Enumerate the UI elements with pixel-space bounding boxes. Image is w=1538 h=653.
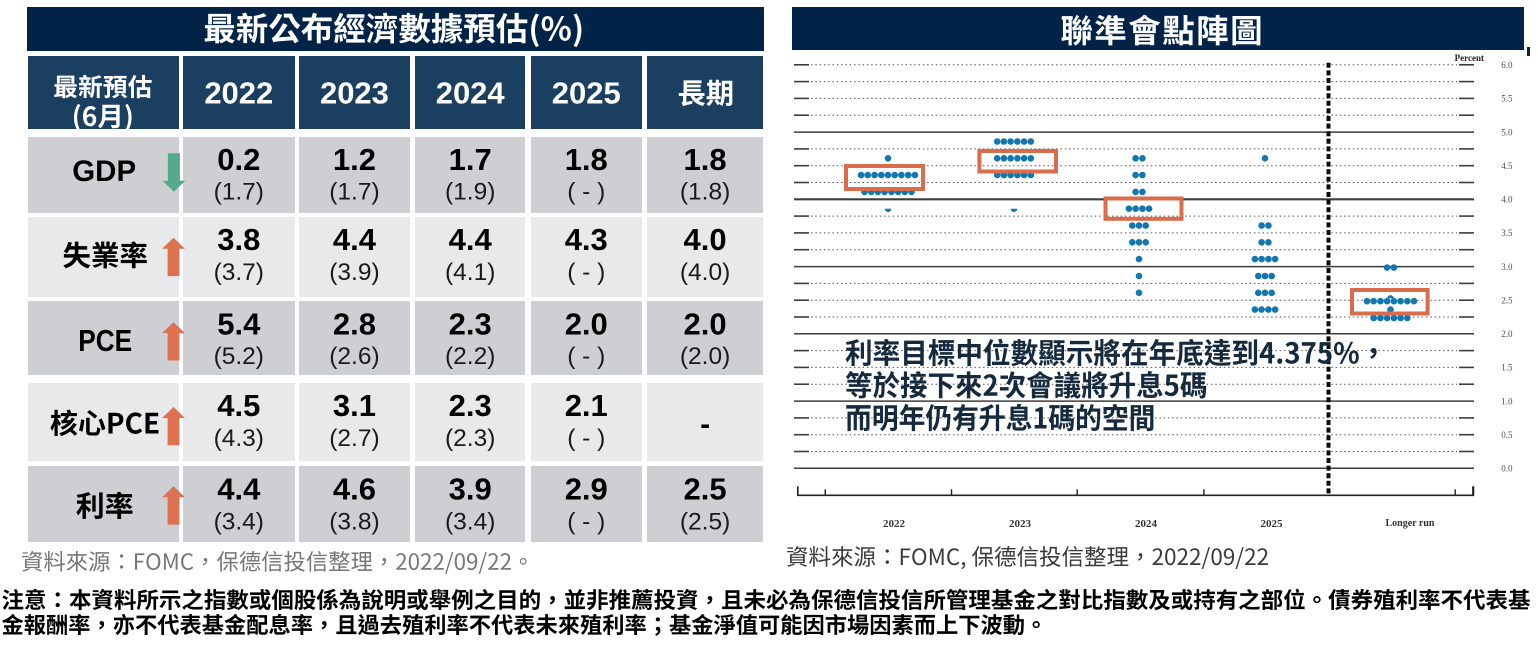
svg-text:1.2: 1.2: [333, 142, 376, 177]
svg-text:4.3: 4.3: [565, 222, 608, 257]
svg-text:1.8: 1.8: [684, 142, 727, 177]
svg-text:4.5: 4.5: [1501, 161, 1513, 171]
svg-text:(2.0): (2.0): [680, 343, 730, 370]
svg-text:2.0: 2.0: [684, 306, 727, 341]
svg-text:PCE: PCE: [78, 323, 132, 358]
svg-text:(1.7): (1.7): [329, 179, 379, 206]
svg-text:2022: 2022: [204, 75, 273, 110]
svg-text:2.5: 2.5: [1501, 295, 1513, 305]
svg-text:(3.7): (3.7): [214, 259, 264, 286]
svg-text:2023: 2023: [320, 75, 389, 110]
svg-text:4.4: 4.4: [217, 472, 261, 507]
svg-text:3.5: 3.5: [1501, 228, 1513, 238]
svg-text:( - ): ( - ): [567, 179, 605, 206]
svg-text:(4.0): (4.0): [680, 259, 730, 286]
svg-text:( - ): ( - ): [567, 425, 605, 452]
svg-text:Longer run: Longer run: [1386, 518, 1435, 529]
svg-text:0.5: 0.5: [1501, 430, 1513, 440]
svg-text:(5.2): (5.2): [214, 343, 264, 370]
svg-text:3.9: 3.9: [449, 472, 492, 507]
svg-text:(4.3): (4.3): [214, 425, 264, 452]
svg-text:2.3: 2.3: [449, 306, 492, 341]
svg-text:(3.4): (3.4): [214, 508, 264, 535]
svg-text:( - ): ( - ): [567, 508, 605, 535]
svg-text:2.0: 2.0: [565, 306, 608, 341]
svg-text:4.4: 4.4: [449, 222, 493, 257]
svg-text:4.6: 4.6: [333, 472, 376, 507]
svg-text:1.8: 1.8: [565, 142, 608, 177]
svg-text:4.5: 4.5: [217, 388, 260, 423]
svg-text:-: -: [700, 408, 710, 441]
svg-text:6.0: 6.0: [1501, 60, 1513, 70]
svg-text:4.0: 4.0: [1501, 195, 1513, 205]
svg-text:(3.9): (3.9): [329, 259, 379, 286]
svg-text:(1.8): (1.8): [680, 179, 730, 206]
svg-text:2022: 2022: [883, 518, 906, 530]
svg-text:(2.2): (2.2): [445, 343, 495, 370]
svg-text:3.1: 3.1: [333, 388, 376, 423]
svg-text:5.4: 5.4: [217, 306, 261, 341]
svg-text:3.0: 3.0: [1501, 262, 1513, 272]
svg-text:1.0: 1.0: [1501, 396, 1513, 406]
svg-text:0.2: 0.2: [217, 142, 260, 177]
svg-text:2.9: 2.9: [565, 472, 608, 507]
svg-text:(1.7): (1.7): [214, 179, 264, 206]
svg-text:2023: 2023: [1009, 518, 1032, 530]
svg-text:4.0: 4.0: [684, 222, 727, 257]
svg-text:Percent: Percent: [1455, 53, 1484, 63]
svg-text:5.5: 5.5: [1501, 94, 1513, 104]
svg-text:4.4: 4.4: [333, 222, 377, 257]
svg-text:2025: 2025: [1261, 518, 1284, 530]
svg-text:( - ): ( - ): [567, 259, 605, 286]
svg-text:3.8: 3.8: [217, 222, 260, 257]
svg-text:2.5: 2.5: [684, 472, 727, 507]
svg-text:(2.3): (2.3): [445, 425, 495, 452]
svg-text:2.8: 2.8: [333, 306, 376, 341]
svg-text:(2.6): (2.6): [329, 343, 379, 370]
svg-text:0.0: 0.0: [1501, 464, 1513, 474]
svg-text:1.5: 1.5: [1501, 363, 1513, 373]
svg-text:2.0: 2.0: [1501, 329, 1513, 339]
svg-text:2025: 2025: [552, 75, 621, 110]
svg-text:2024: 2024: [436, 75, 506, 110]
svg-text:(3.8): (3.8): [329, 508, 379, 535]
svg-text:(4.1): (4.1): [445, 259, 495, 286]
svg-text:GDP: GDP: [72, 155, 136, 188]
svg-text:(2.7): (2.7): [329, 425, 379, 452]
svg-text:(1.9): (1.9): [445, 179, 495, 206]
svg-text:5.0: 5.0: [1501, 127, 1513, 137]
svg-text:2.3: 2.3: [449, 388, 492, 423]
svg-text:2.1: 2.1: [565, 388, 608, 423]
svg-text:1.7: 1.7: [449, 142, 492, 177]
svg-text:2024: 2024: [1135, 518, 1158, 530]
svg-text:(2.5): (2.5): [680, 508, 730, 535]
svg-text:(3.4): (3.4): [445, 508, 495, 535]
svg-text:( - ): ( - ): [567, 343, 605, 370]
